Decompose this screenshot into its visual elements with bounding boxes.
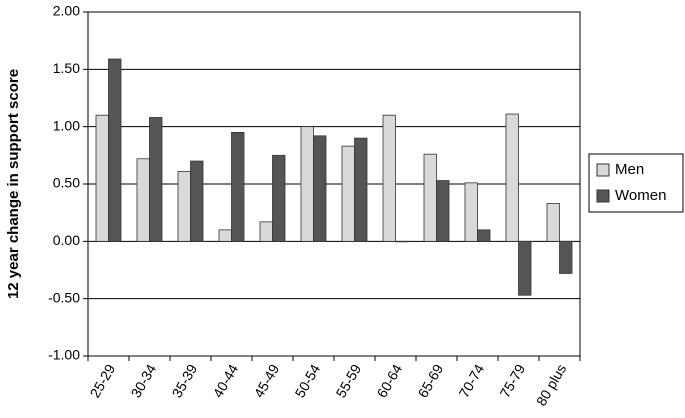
bar xyxy=(300,126,314,242)
bar xyxy=(505,113,519,242)
bar xyxy=(464,182,478,242)
y-tick-label: -1.00 xyxy=(48,347,80,363)
x-tick-label: 80 plus xyxy=(533,361,569,408)
x-tick-label: 25-29 xyxy=(87,361,119,400)
y-tick-label: -0.50 xyxy=(48,289,80,305)
y-tick-label: 2.00 xyxy=(53,3,80,19)
bar xyxy=(395,240,409,243)
bar xyxy=(177,170,191,242)
x-tick-label: 40-44 xyxy=(210,361,242,400)
bar xyxy=(259,221,273,242)
bar xyxy=(95,114,109,242)
bar xyxy=(518,240,532,296)
bar xyxy=(313,135,327,242)
bar xyxy=(477,229,491,242)
bar xyxy=(559,240,573,274)
bar xyxy=(218,229,232,242)
x-tick-label: 55-59 xyxy=(333,361,365,400)
legend-label: Women xyxy=(615,187,666,204)
y-tick-label: 0.00 xyxy=(53,232,80,248)
bar xyxy=(136,158,150,242)
bar xyxy=(423,153,437,242)
bar xyxy=(231,131,245,242)
x-tick-label: 45-49 xyxy=(251,361,283,400)
x-tick-label: 50-54 xyxy=(292,361,324,400)
bar xyxy=(341,145,355,242)
y-tick-label: 1.00 xyxy=(53,117,80,133)
x-tick-label: 65-69 xyxy=(415,361,447,400)
legend-swatch xyxy=(596,163,610,177)
bar xyxy=(436,180,450,242)
x-tick-label: 60-64 xyxy=(374,361,406,400)
y-tick-label: 0.50 xyxy=(53,175,80,191)
bar xyxy=(382,114,396,242)
legend-swatch xyxy=(596,189,610,203)
x-tick-label: 30-34 xyxy=(128,361,160,400)
y-axis-label: 12 year change in support score xyxy=(5,69,22,299)
x-tick-label: 35-39 xyxy=(169,361,201,400)
legend-label: Men xyxy=(615,161,644,178)
x-tick-label: 70-74 xyxy=(456,361,488,400)
bar xyxy=(149,117,163,242)
bar xyxy=(108,58,122,242)
y-tick-label: 1.50 xyxy=(53,60,80,76)
bar xyxy=(546,203,560,242)
bar xyxy=(354,137,368,242)
x-tick-label: 75-79 xyxy=(497,361,529,400)
bar xyxy=(272,154,286,242)
bar xyxy=(190,160,204,242)
